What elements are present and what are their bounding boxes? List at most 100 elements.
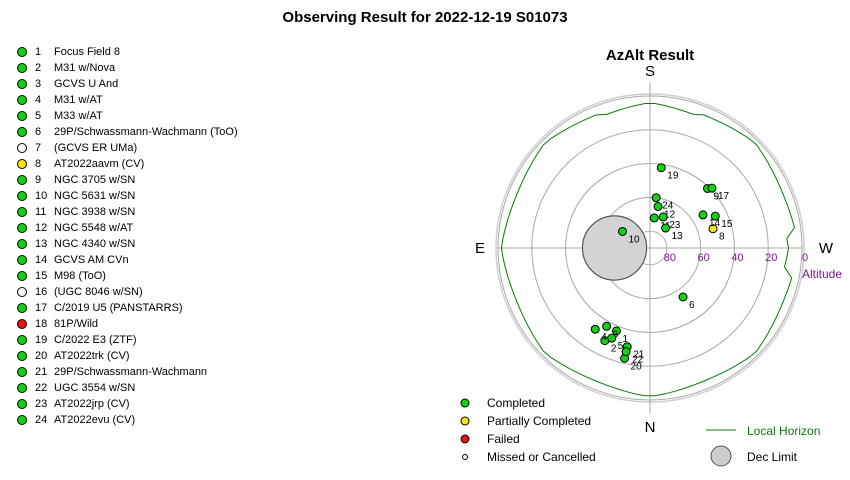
target-number: 5 (35, 110, 42, 122)
target-point-label: 22 (632, 355, 644, 366)
target-name: NGC 5631 w/SN (54, 190, 136, 202)
target-name: AT2022jrp (CV) (54, 398, 130, 410)
legend-label: Partially Completed (487, 414, 591, 428)
status-dot (17, 175, 27, 185)
target-name: C/2019 U5 (PANSTARRS) (54, 302, 183, 314)
status-dot (17, 207, 27, 217)
target-point-label: 3 (613, 329, 619, 340)
altitude-tick-label: 0 (802, 252, 808, 264)
target-point (661, 223, 671, 233)
status-dot (17, 159, 27, 169)
target-number: 3 (35, 78, 42, 90)
status-dot (17, 303, 27, 313)
target-number: 7 (35, 142, 42, 154)
target-list-item: 14 GCVS AM CVn (14, 252, 238, 268)
target-number: 16 (35, 286, 48, 298)
target-name: AT2022evu (CV) (54, 414, 136, 426)
page-title: Observing Result for 2022-12-19 S01073 (282, 9, 568, 26)
target-point (621, 347, 631, 357)
target-point (708, 224, 718, 234)
status-dot (17, 63, 27, 73)
target-point-label: 14 (709, 218, 721, 229)
target-name: M31 w/Nova (54, 62, 116, 74)
target-list-item: 15 M98 (ToO) (14, 268, 238, 284)
target-point-label: 24 (662, 201, 674, 212)
target-name: 29P/Schwassmann-Wachmann (54, 366, 208, 378)
target-point-label: 10 (628, 234, 640, 245)
target-point (656, 163, 666, 173)
direction-label-south: S (645, 63, 655, 80)
target-point-label: 2 (611, 344, 617, 355)
legend-marker (462, 454, 468, 460)
target-number: 15 (35, 270, 48, 282)
altitude-tick-label: 60 (698, 252, 710, 264)
target-point-label: 20 (631, 361, 643, 372)
status-dot (17, 79, 27, 89)
legend-label: Completed (487, 396, 545, 410)
altitude-tick-label: 80 (664, 252, 676, 264)
legend-dec-limit-label: Dec Limit (747, 450, 798, 464)
status-dot (17, 335, 27, 345)
target-name: AT2022aavm (CV) (54, 158, 145, 170)
status-dot (17, 415, 27, 425)
legend-marker (460, 416, 470, 426)
target-point (698, 210, 708, 220)
target-number: 4 (35, 94, 42, 106)
target-point (710, 211, 720, 221)
target-number: 24 (35, 414, 48, 426)
target-number: 21 (35, 366, 48, 378)
target-point-label: 4 (601, 332, 607, 343)
target-point-label: 6 (689, 300, 695, 311)
status-dot (17, 223, 27, 233)
target-name: AT2022trk (CV) (54, 350, 130, 362)
target-point (651, 193, 661, 203)
dec-limit-disc (581, 215, 648, 281)
target-list-item: 4 M31 w/AT (14, 92, 238, 108)
target-number: 22 (35, 382, 48, 394)
target-point (678, 292, 688, 302)
target-point-label: 9 (713, 191, 719, 202)
target-list-item: 20 AT2022trk (CV) (14, 348, 238, 364)
status-dot (17, 351, 27, 361)
target-number: 1 (35, 46, 42, 58)
target-point (653, 202, 663, 212)
target-list-item: 8 AT2022aavm (CV) (14, 156, 238, 172)
direction-label-west: W (819, 240, 834, 257)
status-dot (17, 127, 27, 137)
status-dot (17, 383, 27, 393)
target-name: M98 (ToO) (54, 270, 106, 282)
altitude-tick-label: 40 (731, 252, 743, 264)
target-name: C/2022 E3 (ZTF) (54, 334, 137, 346)
target-point-label: 23 (669, 220, 681, 231)
target-point-label: 8 (719, 232, 725, 243)
target-list-item: 12 NGC 5548 w/AT (14, 220, 238, 236)
target-point (617, 226, 627, 236)
target-point (649, 213, 659, 223)
legend-marker (460, 434, 470, 444)
target-number: 23 (35, 398, 48, 410)
legend-horizon-label: Local Horizon (747, 424, 820, 438)
target-name: GCVS AM CVn (54, 254, 129, 266)
status-dot (17, 319, 27, 329)
target-list-item: 1 Focus Field 8 (14, 44, 238, 60)
target-list-item: 24 AT2022evu (CV) (14, 412, 238, 428)
target-list-item: 9 NGC 3705 w/SN (14, 172, 238, 188)
status-dot (17, 143, 27, 153)
target-list-item: 13 NGC 4340 w/SN (14, 236, 238, 252)
altitude-axis-label: Altitude (802, 267, 842, 281)
target-number: 20 (35, 350, 48, 362)
target-name: NGC 5548 w/AT (54, 222, 134, 234)
target-name: (UGC 8046 w/SN) (54, 286, 143, 298)
target-point-label: 1 (622, 334, 628, 345)
target-name: UGC 3554 w/SN (54, 382, 136, 394)
direction-label-north: N (645, 419, 656, 436)
target-point-label: 12 (664, 210, 676, 221)
target-point-label: 5 (618, 341, 624, 352)
target-list-item: 19 C/2022 E3 (ZTF) (14, 332, 238, 348)
status-dot (17, 239, 27, 249)
target-point-label: 21 (633, 350, 645, 361)
target-name: GCVS U And (54, 78, 119, 90)
target-list-item: 10 NGC 5631 w/SN (14, 188, 238, 204)
target-list-item: 16 (UGC 8046 w/SN) (14, 284, 238, 300)
